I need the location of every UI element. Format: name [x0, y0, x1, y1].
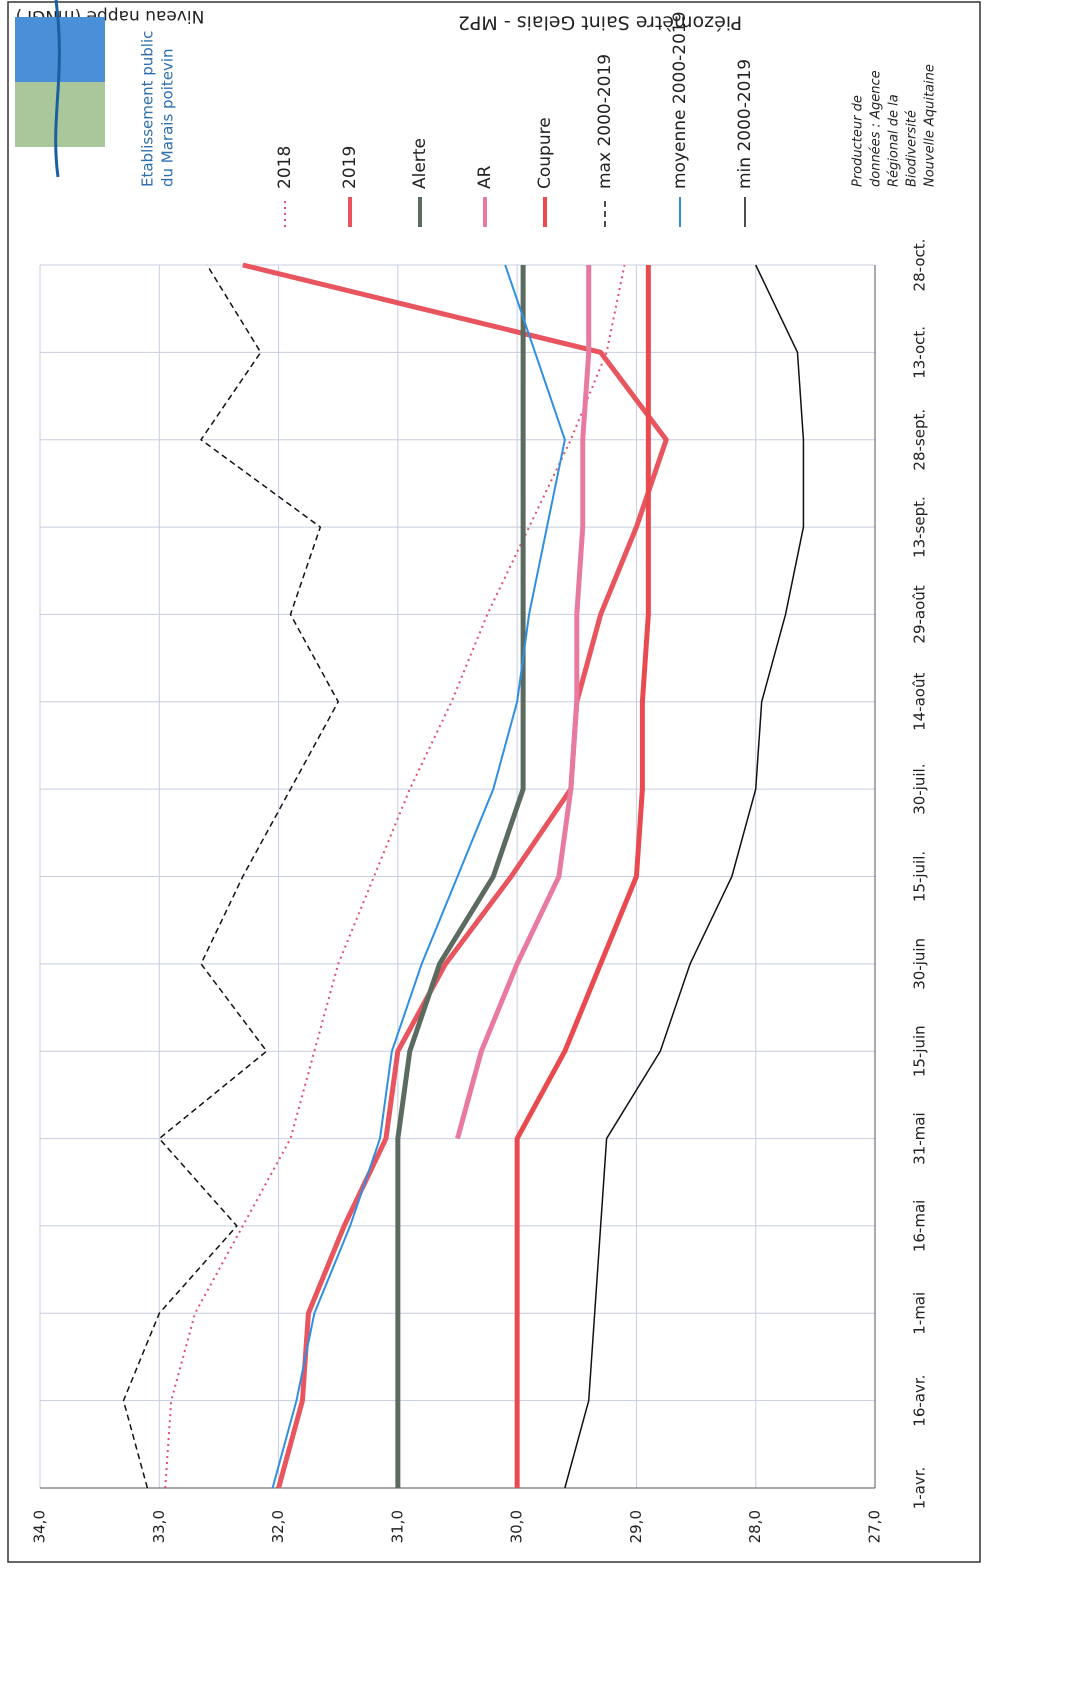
legend-label: AR — [475, 165, 495, 189]
x-tick-label: 1-mai — [911, 1292, 929, 1335]
rotated-chart: 27,0 28,0 29,0 30,0 31,0 32,0 33,0 34,0 1-avr. 16… — [15, 0, 938, 1543]
y-tick-label: 27,0 — [866, 1510, 884, 1543]
x-tick-label: 29-août — [911, 585, 929, 643]
x-tick-label: 15-juil. — [911, 851, 929, 902]
series-line — [455, 265, 592, 1140]
legend-label: 2019 — [340, 146, 360, 189]
series-line — [164, 264, 626, 1489]
legend-label: max 2000-2019 — [595, 54, 615, 189]
logo-green — [15, 82, 105, 147]
logo-wave — [54, 0, 61, 178]
series-line — [395, 265, 526, 1488]
producer-note: Producteur de — [851, 95, 866, 187]
x-tick-label: 30-juin — [911, 938, 929, 990]
legend-label: moyenne 2000-2019 — [670, 11, 690, 189]
x-tick-label: 16-avr. — [911, 1375, 929, 1427]
x-tick-label: 13-oct. — [911, 326, 929, 379]
legend-label: 2018 — [275, 146, 295, 189]
x-tick-label: 14-août — [911, 673, 929, 731]
legend-label: Alerte — [410, 138, 430, 189]
producer-note: données : Agence — [869, 70, 884, 187]
x-tick-label: 13-sept. — [911, 496, 929, 558]
legend-label: min 2000-2019 — [735, 59, 755, 189]
frame — [7, 1, 981, 1563]
logo-text: Etablissement public — [139, 31, 157, 187]
y-tick-label: 31,0 — [388, 1510, 406, 1543]
producer-note: Nouvelle Aquitaine — [923, 64, 938, 187]
series-line — [564, 264, 805, 1489]
y-tick-label: 33,0 — [150, 1510, 168, 1543]
y-tick-label: 28,0 — [746, 1510, 764, 1543]
series-line — [242, 262, 669, 1489]
series-line — [514, 265, 651, 1488]
x-tick-label: 28-oct. — [911, 239, 929, 292]
series-line — [122, 264, 339, 1489]
y-tick-label: 30,0 — [508, 1510, 526, 1543]
logo-text: du Marais poitevin — [159, 48, 177, 187]
x-tick-label: 15-juin — [911, 1025, 929, 1077]
x-tick-label: 30-juil. — [911, 764, 929, 815]
producer-note: Régional de la — [887, 94, 902, 187]
x-tick-label: 1-avr. — [911, 1467, 929, 1510]
y-tick-label: 29,0 — [627, 1510, 645, 1543]
series-line — [271, 264, 566, 1489]
y-tick-label: 34,0 — [31, 1510, 49, 1543]
legend-label: Coupure — [535, 117, 555, 189]
x-tick-label: 16-mai — [911, 1200, 929, 1252]
x-tick-label: 31-mai — [911, 1112, 929, 1164]
producer-note: Biodiversité — [905, 110, 920, 187]
y-tick-label: 32,0 — [269, 1510, 287, 1543]
chart-title: Piézomètre Saint Gelais - MP2 — [458, 12, 742, 34]
x-tick-label: 28-sept. — [911, 409, 929, 471]
